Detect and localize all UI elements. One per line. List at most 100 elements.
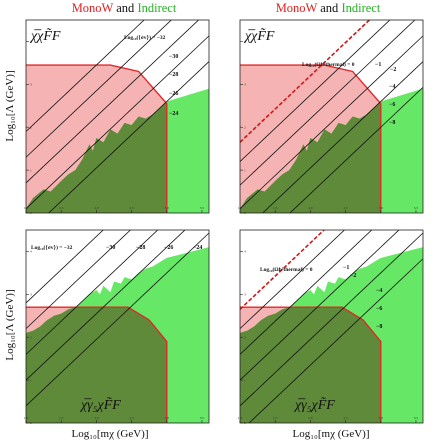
- panel-plot-area: [26, 230, 209, 423]
- contour-label: −4: [376, 288, 382, 294]
- contour-line: [48, 61, 209, 213]
- x-tick-label: 2.0: [94, 206, 99, 210]
- contour-title: Log₁₀(⟨σv⟩) = −32: [124, 34, 166, 41]
- contour-label: −26: [164, 245, 173, 251]
- y-tick-label: 1: [30, 168, 32, 172]
- monow-boundary-line: [240, 306, 382, 423]
- y-tick-label: 4: [30, 250, 32, 254]
- overlap-region: [240, 307, 381, 423]
- y-tick-label: 3: [30, 83, 32, 87]
- monow-boundary-line: [26, 306, 168, 423]
- y-tick-label: 2: [244, 125, 246, 129]
- panel-top-left: 1.0 1.5 2.0 2.5 3.0 3.5 0 1 2 3 4 χ̅χF̃F Log₁₀(⟨σv⟩)…: [24, 19, 210, 215]
- contour-label: −8: [389, 120, 395, 126]
- panel-plot-area: [240, 230, 423, 423]
- overlap-region: [26, 307, 167, 423]
- x-tick-label: 2.0: [94, 416, 99, 420]
- y-tick-label: 4: [30, 40, 32, 44]
- x-tick-label: 1.5: [273, 416, 278, 420]
- operator-label: χ̅χF̃F: [243, 28, 275, 44]
- x-tick-label: 2.5: [129, 416, 134, 420]
- contour-label: −4: [389, 84, 395, 90]
- contour-line: [26, 230, 186, 381]
- header-right-indirect: Indirect: [341, 1, 380, 15]
- panel-frame: [25, 19, 210, 214]
- x-tick-label: 3.0: [165, 206, 170, 210]
- contour-line: [240, 230, 373, 355]
- x-tick-label: 1.0: [238, 206, 243, 210]
- header-left-monow: MonoW: [72, 1, 114, 15]
- header-left: MonoW and Indirect: [72, 1, 177, 15]
- y-tick-label: 3: [30, 293, 32, 297]
- contour-line: [26, 232, 209, 407]
- contour-label: −26: [169, 91, 178, 97]
- panel-frame: [239, 19, 424, 214]
- y-tick-label: 1: [244, 378, 246, 382]
- header-left-indirect: Indirect: [137, 1, 176, 15]
- contour-line: [26, 230, 159, 355]
- contour-title: Log₁₀(Ωh²thermal) = 0: [302, 61, 355, 68]
- x-tick-label: 2.0: [308, 416, 313, 420]
- y-tick-label: 0: [30, 421, 32, 425]
- contour-line: [240, 230, 346, 329]
- panel-bottom-right: 1.0 1.5 2.0 2.5 3.0 3.5 0 1 2 3 4 χ̅γ₅χF̃F Log₁₀(Ωh²…: [238, 229, 424, 425]
- contour-label: −8: [376, 324, 382, 330]
- contour-label: −6: [376, 306, 382, 312]
- monow-boundary-line: [240, 64, 382, 213]
- contour-line: [240, 20, 416, 186]
- panel-plot-area: [240, 20, 423, 213]
- x-tick-label: 3.5: [200, 416, 205, 420]
- contour-label: −30: [106, 245, 115, 251]
- x-axis-label-right: Log₁₀[mχ (GeV)]: [293, 428, 370, 440]
- x-tick-label: 1.0: [238, 416, 243, 420]
- x-tick-label: 3.5: [414, 416, 419, 420]
- y-tick-label: 2: [244, 335, 246, 339]
- operator-label: χ̅γ₅χF̃F: [293, 397, 335, 413]
- contour-label: −28: [136, 245, 145, 251]
- contour-line: [26, 20, 145, 132]
- contour-line: [262, 61, 423, 213]
- x-tick-label: 3.0: [379, 416, 384, 420]
- y-tick-label: 0: [244, 421, 246, 425]
- y-tick-label: 0: [30, 211, 32, 215]
- y-tick-label: 1: [30, 378, 32, 382]
- header-left-and: and: [113, 1, 137, 15]
- header-right-monow: MonoW: [276, 1, 318, 15]
- y-axis-label-bottom: Log₁₀[Λ (GeV)]: [4, 289, 16, 360]
- contour-label: −24: [169, 111, 178, 117]
- panel-plot-area: [26, 20, 209, 213]
- overlap-region: [26, 88, 167, 213]
- contour-label: −2: [390, 67, 396, 73]
- contour-line: [26, 230, 104, 304]
- panel-top-right: 1.0 1.5 2.0 2.5 3.0 3.5 0 1 2 3 4 χ̅χF̃F Log₁₀(Ωh²th…: [238, 19, 424, 215]
- contour-label: −2: [350, 273, 356, 279]
- contour-line: [26, 20, 200, 184]
- contour-label: −1: [375, 62, 381, 68]
- contour-label: −24: [193, 245, 202, 251]
- x-tick-label: 2.5: [129, 206, 134, 210]
- x-tick-label: 3.0: [379, 206, 384, 210]
- x-tick-label: 1.0: [24, 206, 29, 210]
- contour-title: Log₁₀(Ωh²thermal) = 0: [260, 266, 313, 273]
- header-right: MonoW and Indirect: [276, 1, 381, 15]
- operator-label: χ̅γ₅χF̃F: [79, 397, 121, 413]
- x-tick-label: 3.5: [200, 206, 205, 210]
- y-tick-label: 1: [244, 168, 246, 172]
- overlap-region: [240, 88, 381, 213]
- contour-line: [26, 20, 172, 158]
- x-axis-label-left: Log₁₀[mχ (GeV)]: [72, 428, 149, 440]
- y-tick-label: 3: [244, 83, 246, 87]
- x-tick-label: 3.5: [414, 206, 419, 210]
- x-tick-label: 1.5: [59, 416, 64, 420]
- y-tick-label: 3: [244, 293, 246, 297]
- x-tick-label: 2.0: [308, 206, 313, 210]
- y-tick-label: 2: [30, 335, 32, 339]
- x-tick-label: 3.0: [165, 416, 170, 420]
- contour-line: [240, 35, 423, 210]
- contour-label: −30: [169, 54, 178, 60]
- y-tick-label: 4: [244, 40, 246, 44]
- operator-label: χ̅χF̃F: [29, 28, 61, 44]
- y-axis-label-top: Log₁₀[Λ (GeV)]: [4, 70, 16, 141]
